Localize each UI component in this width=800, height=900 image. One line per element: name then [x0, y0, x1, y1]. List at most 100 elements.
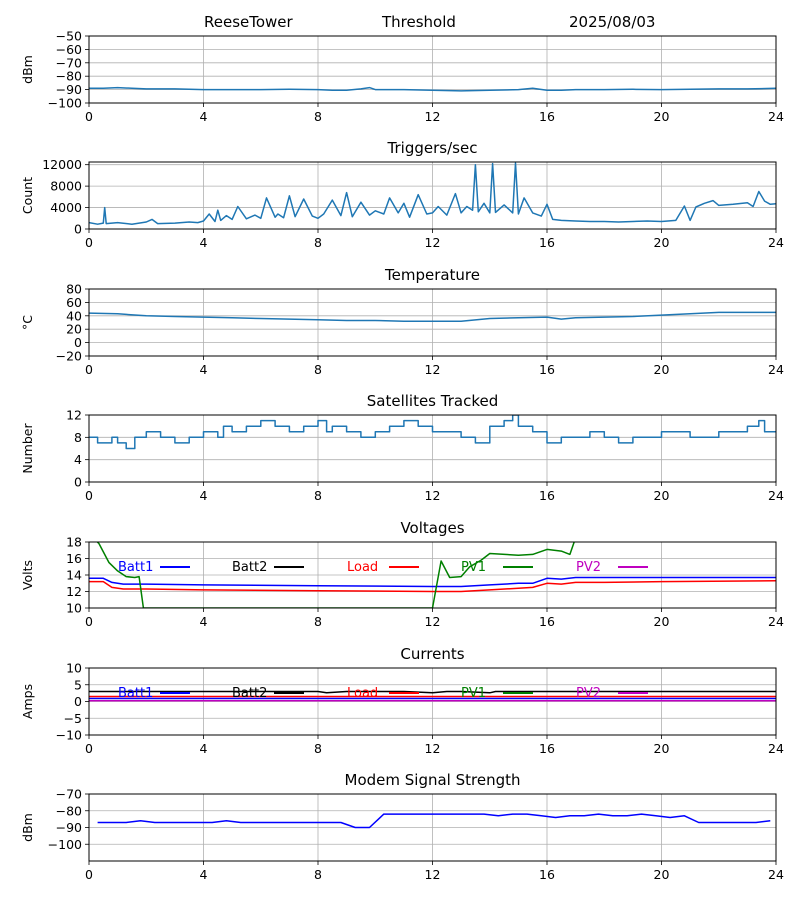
header-site: ReeseTower	[204, 13, 294, 31]
voltages-legend-pv1-label: PV1	[461, 560, 486, 575]
currents-legend-batt2-label: Batt2	[232, 686, 267, 701]
voltages-ytick-label: 10	[66, 601, 82, 616]
currents-xtick-label: 24	[768, 741, 784, 756]
temperature-ytick-label: 60	[66, 295, 82, 310]
currents-ytick-label: 0	[74, 694, 82, 709]
signal-xtick-label: 12	[425, 109, 441, 124]
temperature-ytick-label: −20	[56, 349, 82, 364]
voltages-xtick-label: 20	[654, 614, 670, 629]
header-mode: Threshold	[381, 13, 456, 31]
triggers-xtick-label: 16	[539, 235, 555, 250]
voltages-legend-load-label: Load	[347, 560, 378, 575]
satellites-xtick-label: 0	[85, 488, 93, 503]
currents-legend-load-label: Load	[347, 686, 378, 701]
currents-ytick-label: 10	[66, 661, 82, 676]
temperature-ytick-label: 40	[66, 308, 82, 323]
currents-xtick-label: 12	[425, 741, 441, 756]
signal-ylabel: dBm	[20, 55, 35, 84]
signal-series-line	[89, 86, 776, 92]
satellites-title: Satellites Tracked	[367, 392, 498, 410]
modem-title: Modem Signal Strength	[345, 771, 521, 789]
voltages-series-group	[89, 542, 776, 608]
currents-legend-batt1-label: Batt1	[118, 686, 153, 701]
voltages-legend-pv2-label: PV2	[576, 560, 601, 575]
satellites-ytick-label: 4	[74, 452, 82, 467]
triggers-ylabel: Count	[20, 177, 35, 214]
triggers-series-group	[89, 162, 776, 225]
triggers-xtick-label: 8	[314, 235, 322, 250]
signal-ytick-label: −100	[48, 96, 82, 111]
voltages-legend-batt2-label: Batt2	[232, 560, 267, 575]
satellites-panel: 0 4 8 12 16 20 24 0 4 8 12 Satellites Tracked Number	[20, 392, 784, 503]
temperature-xtick-label: 20	[654, 362, 670, 377]
voltages-legend-batt1-label: Batt1	[118, 560, 153, 575]
currents-series-group	[89, 690, 776, 702]
signal-series-group	[89, 86, 776, 92]
satellites-series-group	[89, 415, 776, 450]
triggers-panel: 0 4 8 12 16 20 24 0 4000 8000 12000 Triggers/sec Cou…	[20, 139, 784, 250]
signal-ytick-label: −70	[56, 55, 82, 70]
voltages-xtick-label: 12	[425, 614, 441, 629]
currents-title: Currents	[400, 645, 464, 663]
triggers-ytick-label: 12000	[42, 157, 82, 172]
modem-xtick-label: 24	[768, 867, 784, 882]
voltages-xtick-label: 0	[85, 614, 93, 629]
voltages-batt1-line	[89, 576, 776, 588]
temperature-xtick-label: 0	[85, 362, 93, 377]
modem-ylabel: dBm	[20, 813, 35, 842]
voltages-ytick-label: 12	[66, 584, 82, 599]
temperature-ytick-label: 80	[66, 282, 82, 297]
modem-panel: 0 4 8 12 16 20 24 −100 −90 −80−70 Modem Signal Str…	[20, 771, 784, 882]
temperature-xtick-label: 4	[200, 362, 208, 377]
header-date: 2025/08/03	[569, 13, 655, 31]
signal-xtick-label: 4	[200, 109, 208, 124]
voltages-xtick-label: 4	[200, 614, 208, 629]
voltages-xtick-label: 24	[768, 614, 784, 629]
triggers-series-line	[89, 162, 776, 225]
signal-ytick-label: −60	[56, 42, 82, 57]
modem-xtick-label: 16	[539, 867, 555, 882]
triggers-title: Triggers/sec	[387, 139, 478, 157]
modem-xtick-label: 12	[425, 867, 441, 882]
temperature-xtick-label: 8	[314, 362, 322, 377]
temperature-series-group	[89, 311, 776, 322]
modem-series-line	[97, 813, 771, 829]
currents-xtick-label: 4	[200, 741, 208, 756]
voltages-title: Voltages	[400, 519, 464, 537]
currents-ytick-label: −10	[56, 728, 82, 743]
modem-xtick-label: 8	[314, 867, 322, 882]
voltages-ylabel: Volts	[20, 560, 35, 590]
currents-ytick-label: −5	[64, 711, 82, 726]
satellites-xtick-label: 16	[539, 488, 555, 503]
satellites-ytick-label: 0	[74, 475, 82, 490]
currents-xtick-label: 8	[314, 741, 322, 756]
modem-ytick-label: −80	[56, 803, 82, 818]
satellites-xtick-label: 24	[768, 488, 784, 503]
signal-panel: 0 4 8 12 16 20 24 −100−90−80−70−60−50 dBm	[20, 29, 784, 125]
triggers-xtick-label: 4	[200, 235, 208, 250]
signal-ytick-label: −90	[56, 82, 82, 97]
voltages-xtick-label: 16	[539, 614, 555, 629]
triggers-xtick-label: 0	[85, 235, 93, 250]
satellites-ylabel: Number	[20, 423, 35, 474]
triggers-ytick-label: 8000	[50, 179, 82, 194]
triggers-xtick-label: 12	[425, 235, 441, 250]
modem-ytick-label: −100	[48, 837, 82, 852]
satellites-series-line	[89, 415, 776, 450]
triggers-xtick-label: 20	[654, 235, 670, 250]
modem-xtick-label: 20	[654, 867, 670, 882]
signal-xtick-label: 16	[539, 109, 555, 124]
signal-xtick-label: 24	[768, 109, 784, 124]
satellites-xtick-label: 20	[654, 488, 670, 503]
currents-xtick-label: 16	[539, 741, 555, 756]
triggers-xtick-label: 24	[768, 235, 784, 250]
signal-xtick-label: 8	[314, 109, 322, 124]
currents-ytick-label: 5	[74, 677, 82, 692]
satellites-ytick-label: 8	[74, 430, 82, 445]
modem-xtick-label: 4	[200, 867, 208, 882]
temperature-xtick-label: 24	[768, 362, 784, 377]
satellites-xtick-label: 12	[425, 488, 441, 503]
